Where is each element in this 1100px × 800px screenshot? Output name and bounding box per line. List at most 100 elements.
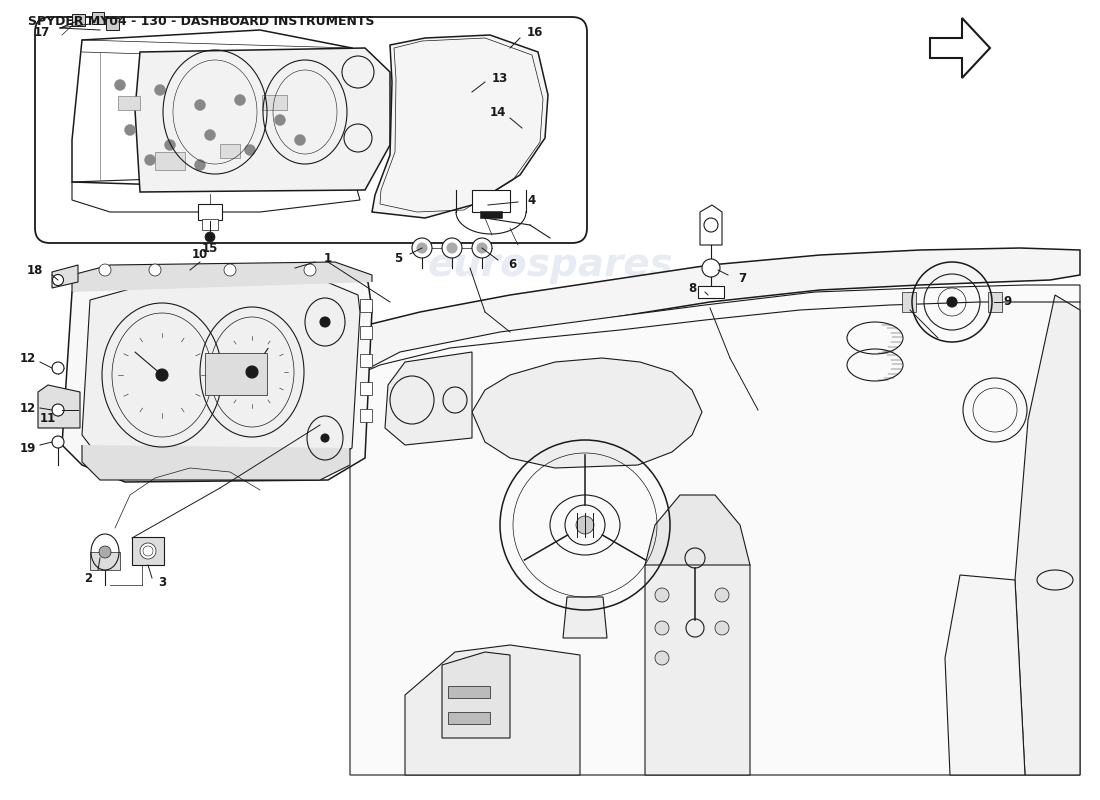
Text: 11: 11 xyxy=(40,411,56,425)
Circle shape xyxy=(144,154,155,166)
Polygon shape xyxy=(372,35,548,218)
Circle shape xyxy=(52,404,64,416)
Text: 3: 3 xyxy=(158,575,166,589)
Bar xyxy=(448,712,490,724)
Polygon shape xyxy=(320,248,1080,388)
Bar xyxy=(480,211,502,218)
Bar xyxy=(205,353,267,395)
Polygon shape xyxy=(62,268,372,482)
Polygon shape xyxy=(645,495,750,565)
Polygon shape xyxy=(39,385,80,428)
Polygon shape xyxy=(82,280,360,470)
Bar xyxy=(988,292,1002,312)
Circle shape xyxy=(195,159,206,170)
Circle shape xyxy=(576,516,594,534)
Circle shape xyxy=(205,232,214,242)
Circle shape xyxy=(654,651,669,665)
Polygon shape xyxy=(135,48,390,192)
Circle shape xyxy=(320,317,330,327)
Circle shape xyxy=(472,238,492,258)
Bar xyxy=(106,18,119,30)
Bar xyxy=(220,144,240,158)
Text: 12: 12 xyxy=(20,402,36,414)
Bar xyxy=(262,95,287,110)
Circle shape xyxy=(154,85,165,95)
Bar xyxy=(360,299,372,312)
Circle shape xyxy=(715,621,729,635)
Circle shape xyxy=(52,436,64,448)
Bar xyxy=(198,204,222,220)
Circle shape xyxy=(702,259,721,277)
Bar xyxy=(472,190,510,212)
Text: 2: 2 xyxy=(84,571,92,585)
Circle shape xyxy=(477,243,487,253)
Polygon shape xyxy=(52,265,78,288)
Polygon shape xyxy=(350,285,1080,775)
Text: 8: 8 xyxy=(688,282,696,294)
Bar xyxy=(448,686,490,698)
Bar xyxy=(902,292,916,312)
Polygon shape xyxy=(82,445,350,480)
Circle shape xyxy=(304,264,316,276)
Text: 13: 13 xyxy=(492,71,508,85)
Circle shape xyxy=(417,243,427,253)
Circle shape xyxy=(148,264,161,276)
Text: 15: 15 xyxy=(201,242,218,254)
Text: eurospares: eurospares xyxy=(477,526,723,564)
Bar xyxy=(91,13,104,23)
Bar xyxy=(698,286,724,298)
Circle shape xyxy=(140,543,156,559)
Polygon shape xyxy=(442,652,510,738)
Polygon shape xyxy=(930,18,990,78)
Polygon shape xyxy=(700,205,722,245)
Bar xyxy=(132,537,164,565)
Bar xyxy=(202,219,218,230)
Text: 6: 6 xyxy=(508,258,516,270)
Text: 9: 9 xyxy=(1004,295,1012,309)
Circle shape xyxy=(195,99,206,110)
Circle shape xyxy=(704,218,718,232)
Circle shape xyxy=(124,125,135,135)
Text: 19: 19 xyxy=(20,442,36,454)
Circle shape xyxy=(321,434,329,442)
Text: 1: 1 xyxy=(323,251,332,265)
Bar xyxy=(360,354,372,367)
Text: 18: 18 xyxy=(26,263,43,277)
Text: 14: 14 xyxy=(490,106,506,118)
Circle shape xyxy=(156,369,168,381)
Bar xyxy=(118,96,140,110)
Text: eurospares: eurospares xyxy=(427,246,673,284)
Circle shape xyxy=(715,588,729,602)
Circle shape xyxy=(275,114,286,126)
Circle shape xyxy=(165,139,176,150)
Bar xyxy=(72,14,85,26)
Text: 17: 17 xyxy=(34,26,51,38)
Circle shape xyxy=(947,297,957,307)
Polygon shape xyxy=(645,520,750,775)
Bar xyxy=(360,326,372,339)
Bar xyxy=(360,409,372,422)
Circle shape xyxy=(205,130,216,141)
Circle shape xyxy=(244,145,255,155)
Circle shape xyxy=(295,134,306,146)
Polygon shape xyxy=(385,352,472,445)
Circle shape xyxy=(234,94,245,106)
Polygon shape xyxy=(405,645,580,775)
Text: 12: 12 xyxy=(20,351,36,365)
Circle shape xyxy=(654,588,669,602)
Circle shape xyxy=(224,264,236,276)
Circle shape xyxy=(53,274,64,286)
Circle shape xyxy=(447,243,456,253)
Circle shape xyxy=(654,621,669,635)
Polygon shape xyxy=(563,597,607,638)
Text: 7: 7 xyxy=(738,271,746,285)
Polygon shape xyxy=(945,575,1025,775)
Bar xyxy=(155,152,185,170)
Circle shape xyxy=(246,366,258,378)
Circle shape xyxy=(412,238,432,258)
Circle shape xyxy=(99,546,111,558)
Circle shape xyxy=(442,238,462,258)
Polygon shape xyxy=(72,262,372,292)
Circle shape xyxy=(99,264,111,276)
Polygon shape xyxy=(1015,295,1080,775)
